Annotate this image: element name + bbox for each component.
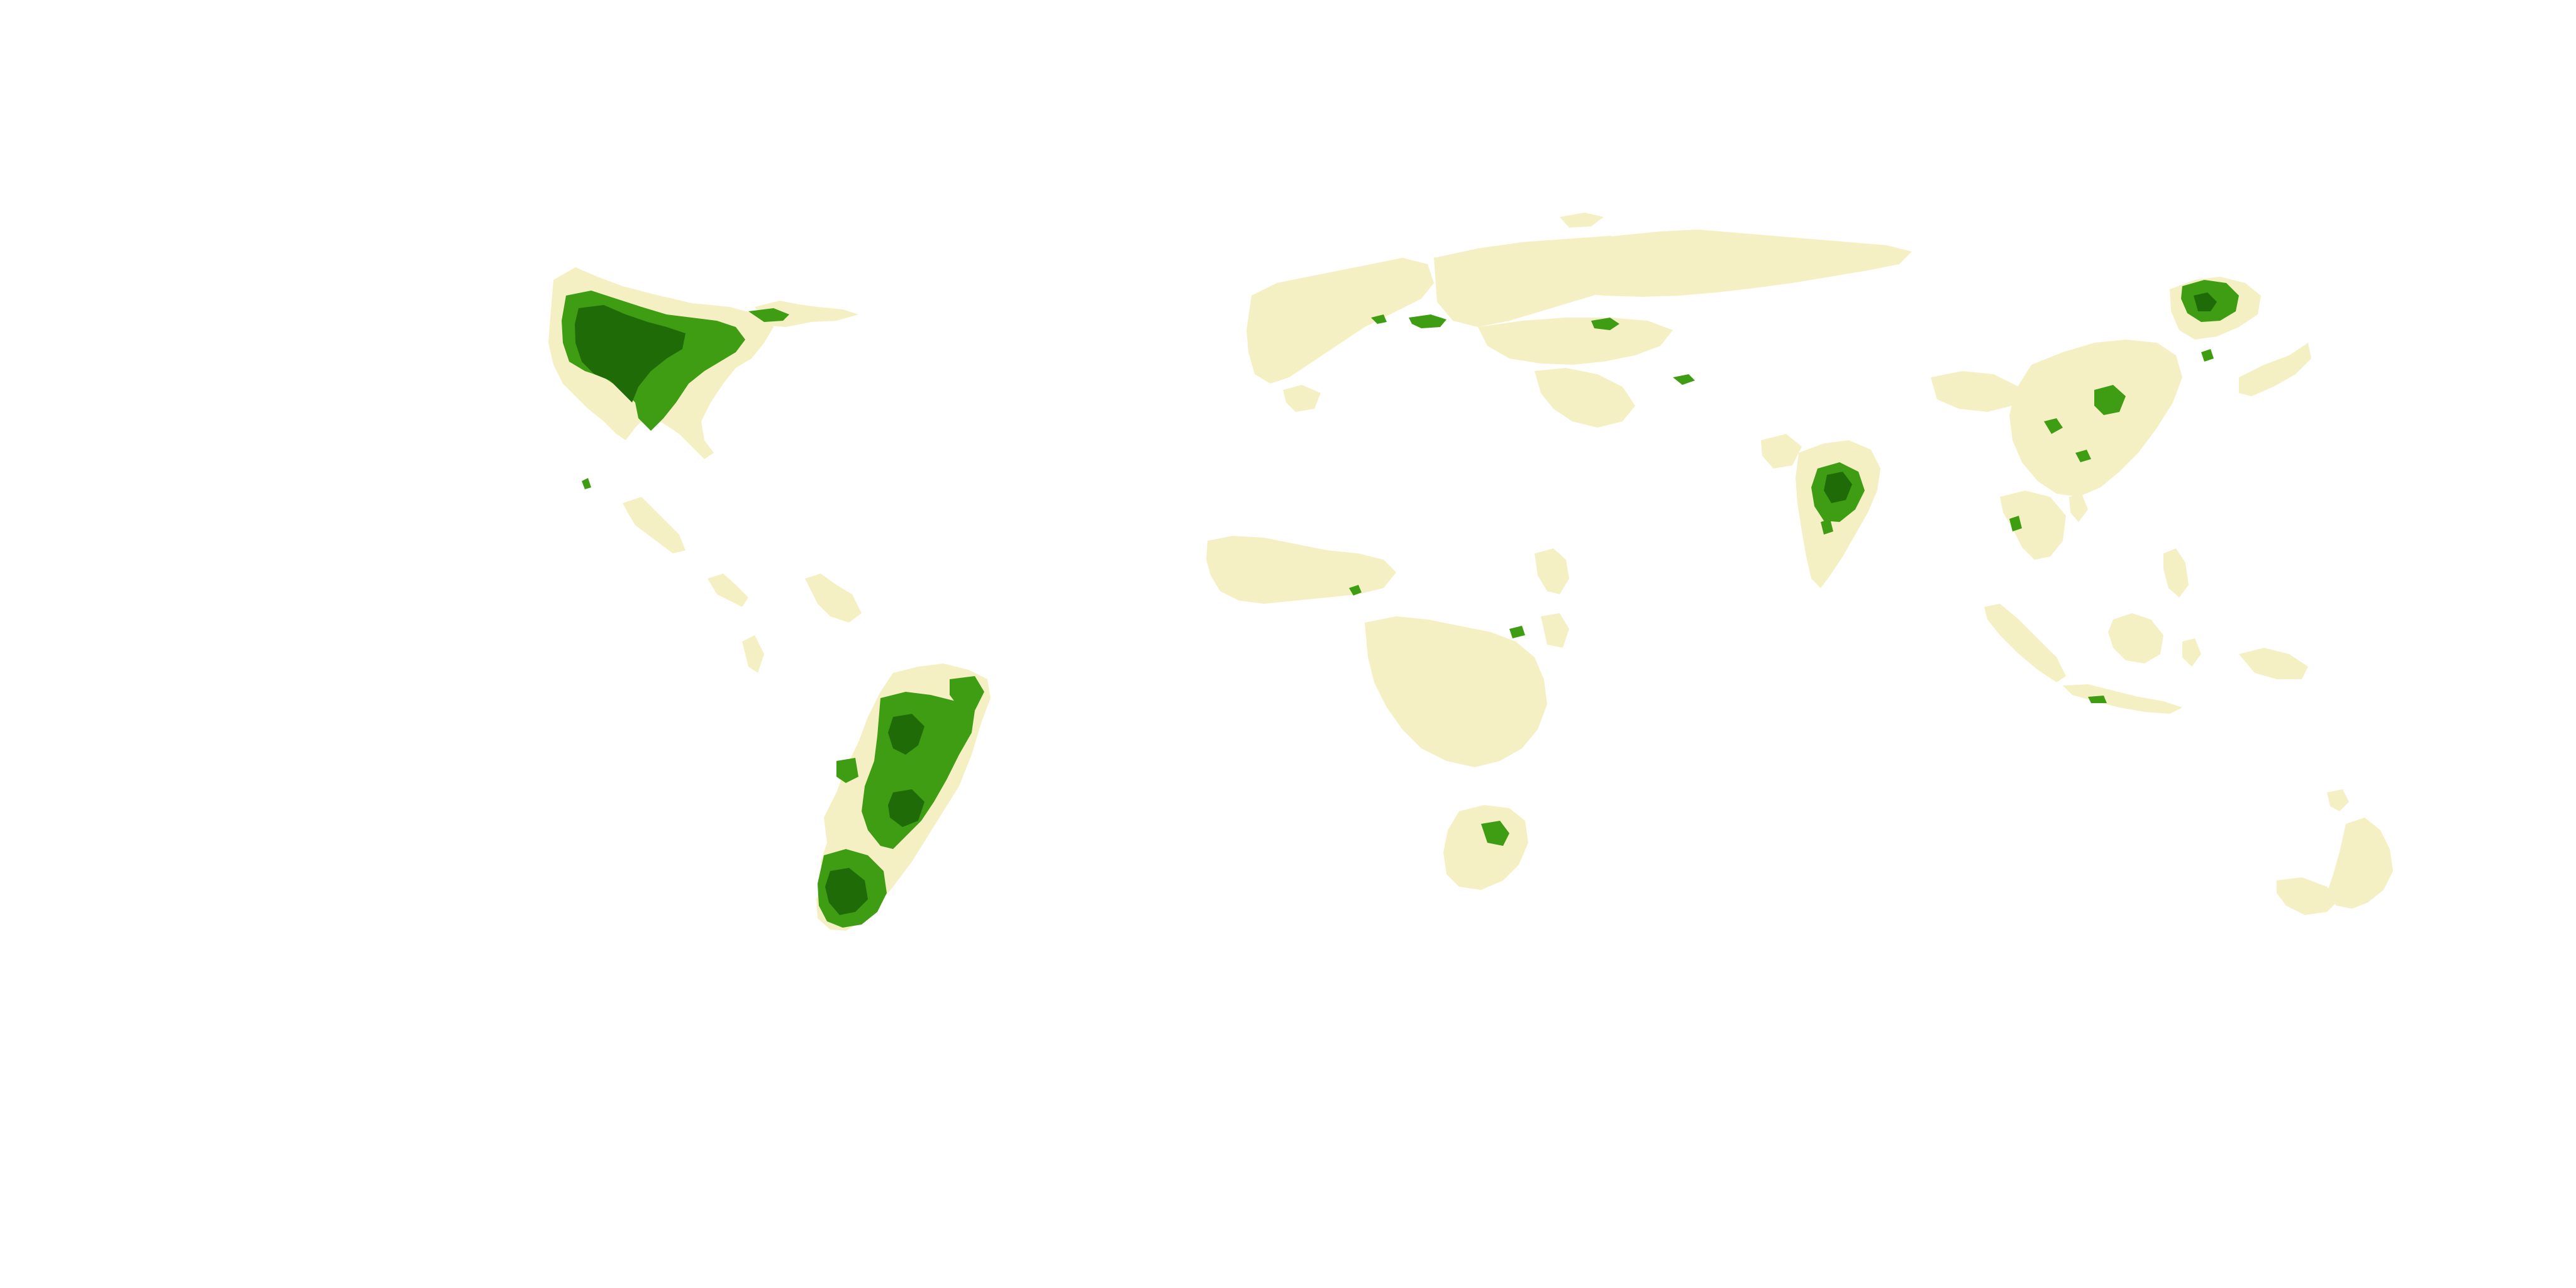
landmass-pakistan bbox=[1761, 434, 1802, 469]
landmass-europe bbox=[1246, 258, 1434, 384]
landmass-central-africa bbox=[1365, 616, 1547, 767]
landmass-vietnam bbox=[2069, 494, 2088, 522]
landmass-sumatra bbox=[1984, 604, 2066, 682]
region-south-america bbox=[742, 635, 991, 931]
landmass-kazakhstan bbox=[1478, 318, 1673, 365]
landmass-sulawesi bbox=[2182, 638, 2201, 667]
landmass-middle-east bbox=[1535, 368, 1635, 428]
landmass-east-africa bbox=[1535, 548, 1569, 594]
landmass-caribbean bbox=[805, 574, 862, 623]
cropland-china-south bbox=[2075, 450, 2091, 462]
cropland-thailand bbox=[2009, 516, 2022, 531]
region-eurasia-north bbox=[1246, 213, 1912, 428]
cropland-kazakhstan bbox=[1673, 374, 1695, 385]
cropland-brazil-east bbox=[950, 676, 984, 711]
landmass-ethiopia bbox=[1541, 613, 1569, 648]
landmass-java bbox=[2063, 684, 2182, 714]
cropland-nigeria bbox=[1509, 626, 1525, 638]
cropland-manchuria-core bbox=[2194, 292, 2217, 311]
cropland-paraguay bbox=[836, 758, 858, 783]
landmass-southeast-asia-mainland bbox=[2000, 491, 2066, 560]
region-north-america bbox=[548, 267, 862, 623]
landmass-borneo bbox=[2108, 613, 2163, 663]
region-australia bbox=[2277, 789, 2393, 915]
region-india bbox=[1761, 434, 1880, 588]
cropland-java bbox=[2088, 696, 2107, 703]
landmass-australia-north bbox=[2327, 789, 2349, 811]
landmass-southern-africa bbox=[1443, 805, 1528, 890]
landmass-central-america bbox=[708, 574, 748, 607]
cropland-korea bbox=[2201, 349, 2214, 362]
cropland-florida bbox=[582, 478, 591, 489]
landmass-china-base bbox=[2009, 340, 2182, 497]
cropland-argentina-core bbox=[825, 868, 868, 915]
landmass-new-guinea bbox=[2239, 648, 2308, 679]
cropland-south-africa bbox=[1481, 821, 1509, 846]
landmass-mexico bbox=[623, 497, 686, 553]
cropland-canada-prairie bbox=[748, 308, 789, 322]
landmass-sahel-west bbox=[1206, 536, 1396, 604]
landmass-siberia bbox=[1528, 230, 1912, 297]
landmass-australia-east bbox=[2327, 818, 2393, 909]
region-africa bbox=[1206, 536, 1569, 890]
landmass-japan bbox=[2239, 343, 2311, 396]
cropland-us-core bbox=[575, 305, 686, 402]
landmass-mediterranean bbox=[1283, 385, 1321, 412]
landmass-arctic-islands bbox=[1560, 213, 1604, 228]
region-east-asia bbox=[1931, 277, 2311, 560]
landmass-philippines bbox=[2163, 548, 2189, 597]
landmass-colombia bbox=[742, 635, 764, 673]
cropland-india-core bbox=[1824, 472, 1852, 503]
cropland-brazil-core-1 bbox=[888, 714, 924, 755]
cropland-russia bbox=[1591, 318, 1619, 330]
cropland-brazil-core-2 bbox=[888, 789, 924, 827]
region-southeast-asia-islands bbox=[1984, 548, 2308, 714]
cropland-north-china-plain bbox=[2094, 385, 2126, 415]
cropland-china-central bbox=[2044, 418, 2063, 434]
cropland-west-africa bbox=[1349, 585, 1362, 596]
landmass-australia-south bbox=[2277, 877, 2340, 915]
cropland-turkey bbox=[1371, 314, 1387, 324]
cropland-india-west bbox=[1821, 519, 1833, 535]
landmass-mongolia-north bbox=[1931, 371, 2019, 412]
cropland-ukraine bbox=[1409, 314, 1446, 328]
